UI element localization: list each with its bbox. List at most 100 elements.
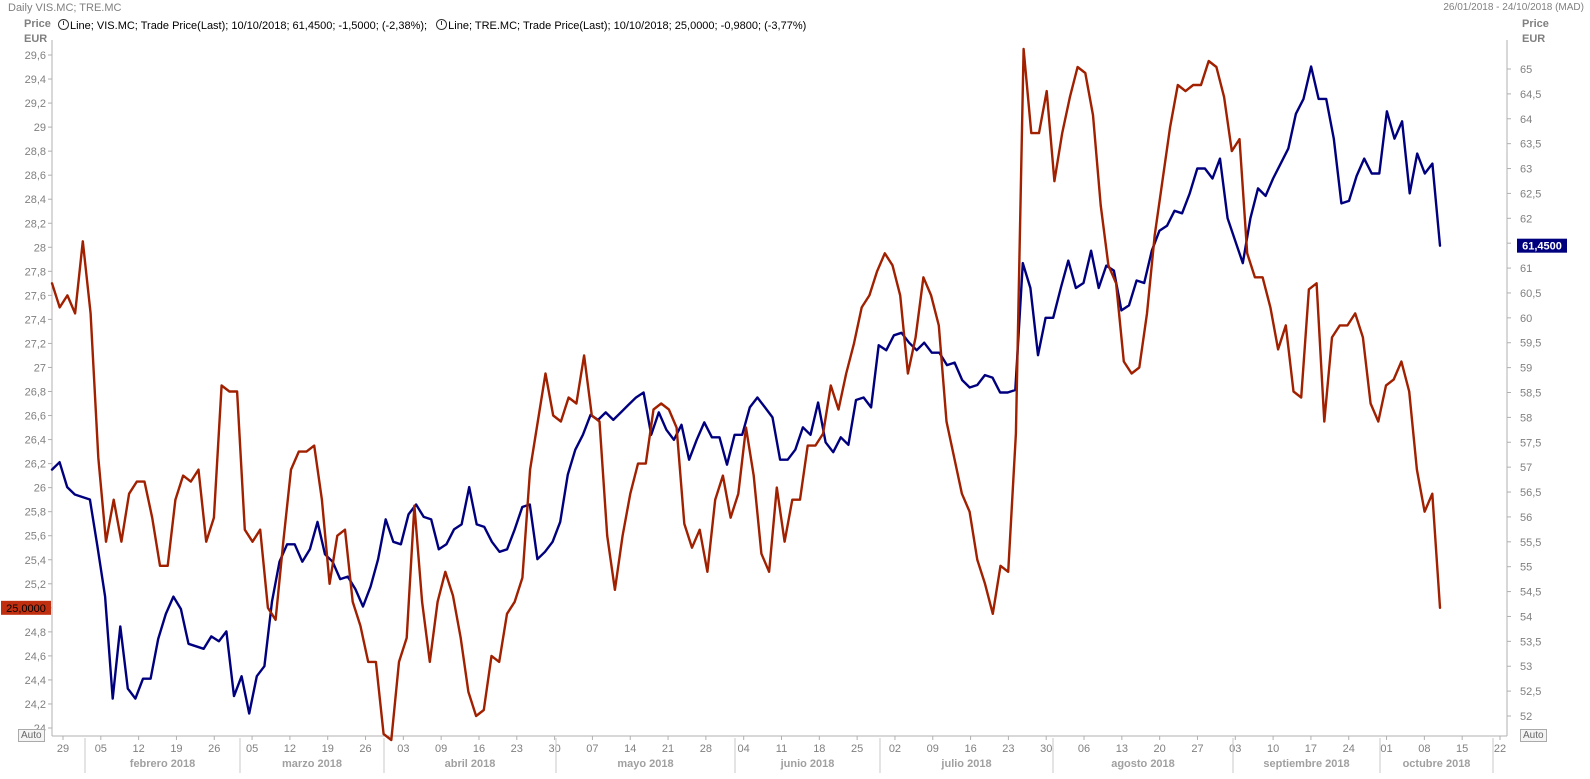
left-axis-tick-label: 27,8 (25, 266, 46, 278)
x-axis-tick-label: 30 (548, 743, 560, 755)
x-axis-tick-label: 23 (511, 743, 523, 755)
left-axis-auto-button[interactable]: Auto (18, 729, 45, 742)
left-axis-tick-label: 27,4 (25, 314, 46, 326)
x-axis-tick-label: 24 (1343, 743, 1355, 755)
x-axis-tick-label: 17 (1305, 743, 1317, 755)
x-axis-tick-label: 15 (1456, 743, 1468, 755)
x-axis-tick-label: 05 (246, 743, 258, 755)
month-label: abril 2018 (445, 758, 496, 770)
right-axis-tick-label: 63,5 (1520, 139, 1541, 151)
right-axis-tick-label: 60,5 (1520, 288, 1541, 300)
right-axis-auto-button[interactable]: Auto (1520, 729, 1547, 742)
left-axis-tick-label: 26 (34, 483, 46, 495)
right-axis-tick-label: 54,5 (1520, 587, 1541, 599)
x-axis-tick-label: 11 (776, 743, 787, 755)
clock-icon (58, 19, 69, 30)
month-label: febrero 2018 (130, 758, 195, 770)
x-axis-tick-label: 16 (964, 743, 976, 755)
x-axis-tick-label: 22 (1494, 743, 1506, 755)
left-axis-tick-label: 26,8 (25, 387, 46, 399)
last-price-marker-label: 61,4500 (1522, 241, 1562, 253)
left-axis-tick-label: 25,2 (25, 579, 46, 591)
left-axis-tick-label: 29,2 (25, 98, 46, 110)
x-axis-tick-label: 03 (397, 743, 409, 755)
x-axis-tick-label: 23 (1002, 743, 1014, 755)
x-axis-tick-label: 06 (1078, 743, 1090, 755)
right-axis-tick-label: 54 (1520, 611, 1532, 623)
right-axis-header-price: Price (1522, 18, 1549, 30)
series-line-vis-mc (50, 65, 1442, 715)
month-label: junio 2018 (780, 758, 835, 770)
x-axis-tick-label: 02 (889, 743, 901, 755)
last-price-marker-bg (1517, 238, 1567, 253)
left-axis-tick-label: 28 (34, 242, 46, 254)
right-axis-header-currency: EUR (1522, 33, 1546, 45)
x-axis-tick-label: 04 (738, 743, 750, 755)
x-axis-tick-label: 10 (1267, 743, 1279, 755)
x-axis-tick-label: 18 (813, 743, 825, 755)
left-axis-tick-label: 28,2 (25, 218, 46, 230)
right-axis-tick-label: 62 (1520, 213, 1532, 225)
right-axis-tick-label: 52 (1520, 711, 1532, 723)
left-axis-tick-label: 25,8 (25, 507, 46, 519)
chart-legend: Line; VIS.MC; Trade Price(Last); 10/10/2… (58, 19, 812, 32)
left-axis-header-currency: EUR (24, 33, 48, 45)
x-axis-tick-label: 20 (1154, 743, 1166, 755)
x-axis-tick-label: 07 (586, 743, 598, 755)
x-axis-tick-label: 28 (700, 743, 712, 755)
last-price-marker-bg (1, 600, 51, 615)
x-axis-tick-label: 29 (57, 743, 69, 755)
left-axis-tick-label: 26,4 (25, 435, 46, 447)
right-axis-tick-label: 53,5 (1520, 636, 1541, 648)
clock-icon (436, 19, 448, 30)
month-label: agosto 2018 (1111, 758, 1175, 770)
right-axis-tick-label: 58,5 (1520, 388, 1541, 400)
left-axis-tick-label: 25,4 (25, 555, 46, 567)
chart-window-title: Daily VIS.MC; TRE.MC (8, 2, 122, 14)
x-axis-tick-label: 21 (662, 743, 674, 755)
left-axis-tick-label: 24,6 (25, 651, 46, 663)
left-axis-tick-label: 27,2 (25, 338, 46, 350)
legend-item-vis[interactable]: Line; VIS.MC; Trade Price(Last); 10/10/2… (58, 19, 430, 32)
right-axis-tick-label: 64 (1520, 114, 1532, 126)
month-label: octubre 2018 (1403, 758, 1471, 770)
left-axis-tick-label: 29,6 (25, 50, 46, 62)
right-axis-tick-label: 57,5 (1520, 437, 1541, 449)
series-line-tre-mc (50, 47, 1442, 742)
right-axis-tick-label: 65 (1520, 64, 1532, 76)
left-axis-tick-label: 25,6 (25, 531, 46, 543)
left-axis-header: Price EUR (24, 17, 51, 47)
x-axis-tick-label: 26 (208, 743, 220, 755)
x-axis-tick-label: 27 (1191, 743, 1203, 755)
right-axis-tick-label: 55 (1520, 562, 1532, 574)
legend-item-tre[interactable]: Line; TRE.MC; Trade Price(Last); 10/10/2… (436, 19, 807, 32)
x-axis-tick-label: 30 (1040, 743, 1052, 755)
right-axis-tick-label: 59,5 (1520, 338, 1541, 350)
month-label: marzo 2018 (282, 758, 342, 770)
x-axis-tick-label: 19 (170, 743, 182, 755)
left-axis-tick-label: 27,6 (25, 290, 46, 302)
chart-title-bar: Daily VIS.MC; TRE.MC 26/01/2018 - 24/10/… (0, 0, 1590, 16)
left-axis-tick-label: 28,6 (25, 170, 46, 182)
right-axis-tick-label: 60 (1520, 313, 1532, 325)
x-axis-tick-label: 12 (284, 743, 296, 755)
right-axis-tick-label: 61 (1520, 263, 1532, 275)
x-axis-tick-label: 19 (322, 743, 334, 755)
right-axis-header: Price EUR (1522, 17, 1549, 47)
right-axis-tick-label: 63 (1520, 164, 1532, 176)
left-axis-tick-label: 27 (34, 362, 46, 374)
right-axis-tick-label: 55,5 (1520, 537, 1541, 549)
left-axis-tick-label: 24,2 (25, 699, 46, 711)
left-axis-tick-label: 26,2 (25, 459, 46, 471)
right-axis-tick-label: 64,5 (1520, 89, 1541, 101)
x-axis-tick-label: 08 (1418, 743, 1430, 755)
left-axis-tick-label: 28,4 (25, 194, 46, 206)
x-axis-tick-label: 01 (1380, 743, 1392, 755)
legend-text-tre: Line; TRE.MC; Trade Price(Last); 10/10/2… (448, 20, 807, 32)
left-axis-tick-label: 29,4 (25, 74, 46, 86)
right-axis-tick-label: 59 (1520, 363, 1532, 375)
right-axis-tick-label: 52,5 (1520, 686, 1541, 698)
right-axis-tick-label: 56 (1520, 512, 1532, 524)
left-axis-header-price: Price (24, 18, 51, 30)
